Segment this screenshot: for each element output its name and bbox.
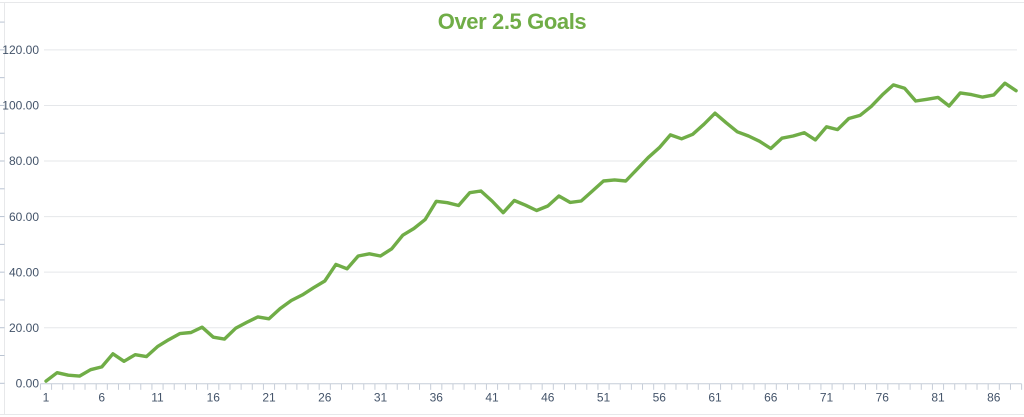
svg-text:100.00: 100.00 [2, 99, 39, 113]
svg-text:20.00: 20.00 [9, 321, 39, 335]
svg-text:1: 1 [43, 391, 50, 405]
x-axis [39, 383, 1023, 390]
svg-text:51: 51 [597, 391, 611, 405]
svg-text:16: 16 [207, 391, 221, 405]
svg-text:86: 86 [987, 391, 1001, 405]
svg-text:66: 66 [764, 391, 778, 405]
svg-text:11: 11 [151, 391, 164, 405]
svg-text:0.00: 0.00 [16, 377, 40, 391]
left-ruler-ticks [0, 21, 5, 384]
svg-text:71: 71 [820, 391, 834, 405]
svg-text:40.00: 40.00 [9, 265, 39, 279]
svg-text:36: 36 [430, 391, 444, 405]
svg-text:120.00: 120.00 [2, 43, 39, 57]
series-line [44, 81, 1018, 383]
x-axis-labels: 1 6 11 16 21 26 31 36 41 46 51 56 61 66 71 76 81 86 [43, 391, 1001, 405]
svg-text:76: 76 [876, 391, 890, 405]
svg-text:21: 21 [262, 391, 276, 405]
svg-text:61: 61 [708, 391, 722, 405]
svg-text:31: 31 [374, 391, 388, 405]
svg-text:60.00: 60.00 [9, 210, 39, 224]
y-axis-labels: 0.00 20.00 40.00 60.00 80.00 100.00 120.00 [2, 43, 39, 390]
svg-text:41: 41 [485, 391, 499, 405]
svg-text:6: 6 [98, 391, 105, 405]
chart-title: Over 2.5 Goals [437, 9, 587, 34]
svg-text:26: 26 [318, 391, 332, 405]
series-over-2-5-goals [44, 81, 1018, 383]
svg-text:56: 56 [653, 391, 667, 405]
svg-text:80.00: 80.00 [9, 154, 39, 168]
svg-text:46: 46 [541, 391, 555, 405]
svg-text:81: 81 [931, 391, 945, 405]
gridlines [44, 49, 1017, 329]
